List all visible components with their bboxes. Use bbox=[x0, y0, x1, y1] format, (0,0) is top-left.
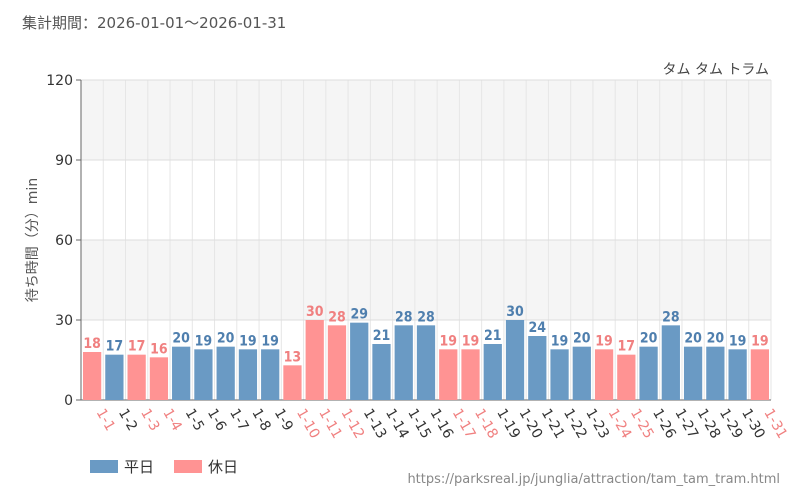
bar bbox=[372, 344, 391, 400]
data-label: 30 bbox=[306, 304, 324, 320]
data-label: 29 bbox=[350, 307, 368, 323]
period-label: 集計期間：2026-01-01～2026-01-31 bbox=[22, 14, 287, 32]
data-label: 19 bbox=[551, 333, 569, 349]
bar bbox=[483, 344, 502, 400]
legend-item-holiday[interactable]: 休日 bbox=[174, 456, 238, 477]
data-label: 19 bbox=[439, 333, 457, 349]
bar bbox=[617, 354, 636, 400]
x-tick-label: 1-31 bbox=[760, 406, 790, 442]
data-label: 13 bbox=[284, 349, 302, 365]
y-tick-label: 120 bbox=[46, 73, 73, 89]
bar bbox=[683, 346, 703, 400]
data-label: 28 bbox=[662, 309, 680, 325]
legend-swatch-weekday bbox=[90, 460, 118, 473]
bar bbox=[439, 349, 458, 400]
x-tick-label: 1-6 bbox=[204, 406, 229, 434]
bar bbox=[350, 322, 369, 400]
data-label: 28 bbox=[417, 309, 435, 325]
data-label: 19 bbox=[751, 333, 769, 349]
data-label: 19 bbox=[195, 333, 213, 349]
data-label: 19 bbox=[239, 333, 257, 349]
bar bbox=[528, 336, 547, 400]
data-label: 20 bbox=[640, 331, 658, 347]
bar bbox=[505, 320, 525, 400]
data-label: 20 bbox=[217, 331, 235, 347]
source-url[interactable]: https://parksreal.jp/junglia/attraction/… bbox=[407, 472, 780, 487]
data-label: 17 bbox=[106, 339, 124, 355]
data-label: 20 bbox=[573, 331, 591, 347]
data-label: 28 bbox=[395, 309, 413, 325]
bar bbox=[216, 346, 235, 400]
x-tick-label: 1-1 bbox=[93, 406, 118, 434]
chart-title: タム タム トラム bbox=[663, 62, 769, 78]
legend-item-weekday[interactable]: 平日 bbox=[90, 456, 154, 477]
y-axis-label: 待ち時間（分）min bbox=[25, 178, 41, 302]
legend: 平日 休日 bbox=[90, 456, 258, 477]
bar bbox=[572, 346, 591, 400]
grid-band bbox=[81, 80, 771, 160]
bar bbox=[461, 349, 480, 400]
bar bbox=[750, 349, 769, 400]
bar bbox=[305, 320, 324, 400]
data-label: 16 bbox=[150, 341, 168, 357]
bar bbox=[550, 349, 569, 400]
data-label: 19 bbox=[729, 333, 747, 349]
legend-label-weekday: 平日 bbox=[124, 458, 155, 476]
data-label: 28 bbox=[328, 309, 346, 325]
bar bbox=[639, 346, 658, 400]
data-label: 21 bbox=[484, 328, 502, 344]
data-label: 17 bbox=[618, 339, 636, 355]
legend-swatch-holiday bbox=[174, 460, 203, 473]
data-label: 20 bbox=[707, 331, 725, 347]
bar bbox=[194, 349, 213, 400]
x-tick-label: 1-8 bbox=[248, 406, 273, 434]
x-tick-label: 1-2 bbox=[115, 406, 140, 434]
bar bbox=[661, 325, 680, 400]
data-label: 18 bbox=[83, 336, 101, 352]
y-tick-label: 90 bbox=[55, 153, 73, 169]
grid-band bbox=[81, 240, 771, 320]
bar bbox=[105, 354, 124, 400]
data-label: 17 bbox=[128, 339, 146, 355]
bar bbox=[83, 352, 102, 400]
x-tick-label: 1-7 bbox=[226, 406, 251, 434]
bar bbox=[238, 349, 258, 400]
data-label: 19 bbox=[462, 333, 480, 349]
grid-band bbox=[81, 160, 771, 240]
bar bbox=[172, 346, 191, 400]
bar bbox=[127, 354, 146, 400]
bar bbox=[327, 325, 347, 400]
data-label: 20 bbox=[172, 331, 190, 347]
x-tick-label: 1-9 bbox=[271, 406, 296, 434]
data-label: 20 bbox=[684, 331, 702, 347]
data-label: 24 bbox=[529, 320, 547, 336]
bar bbox=[394, 325, 413, 400]
data-label: 19 bbox=[261, 333, 279, 349]
x-tick-label: 1-3 bbox=[137, 406, 162, 434]
bar bbox=[594, 349, 614, 400]
bar bbox=[728, 349, 747, 400]
data-label: 19 bbox=[595, 333, 613, 349]
legend-label-holiday: 休日 bbox=[208, 458, 239, 476]
y-tick-label: 30 bbox=[55, 313, 73, 329]
bar bbox=[283, 365, 302, 400]
bar bbox=[149, 357, 169, 400]
y-tick-label: 60 bbox=[55, 233, 73, 249]
bar bbox=[706, 346, 725, 400]
data-label: 30 bbox=[506, 304, 524, 320]
x-tick-label: 1-5 bbox=[182, 406, 207, 434]
x-tick-label: 1-4 bbox=[159, 406, 184, 434]
data-label: 21 bbox=[373, 328, 391, 344]
bar bbox=[261, 349, 280, 400]
y-tick-label: 0 bbox=[64, 393, 73, 409]
bar bbox=[416, 325, 436, 400]
